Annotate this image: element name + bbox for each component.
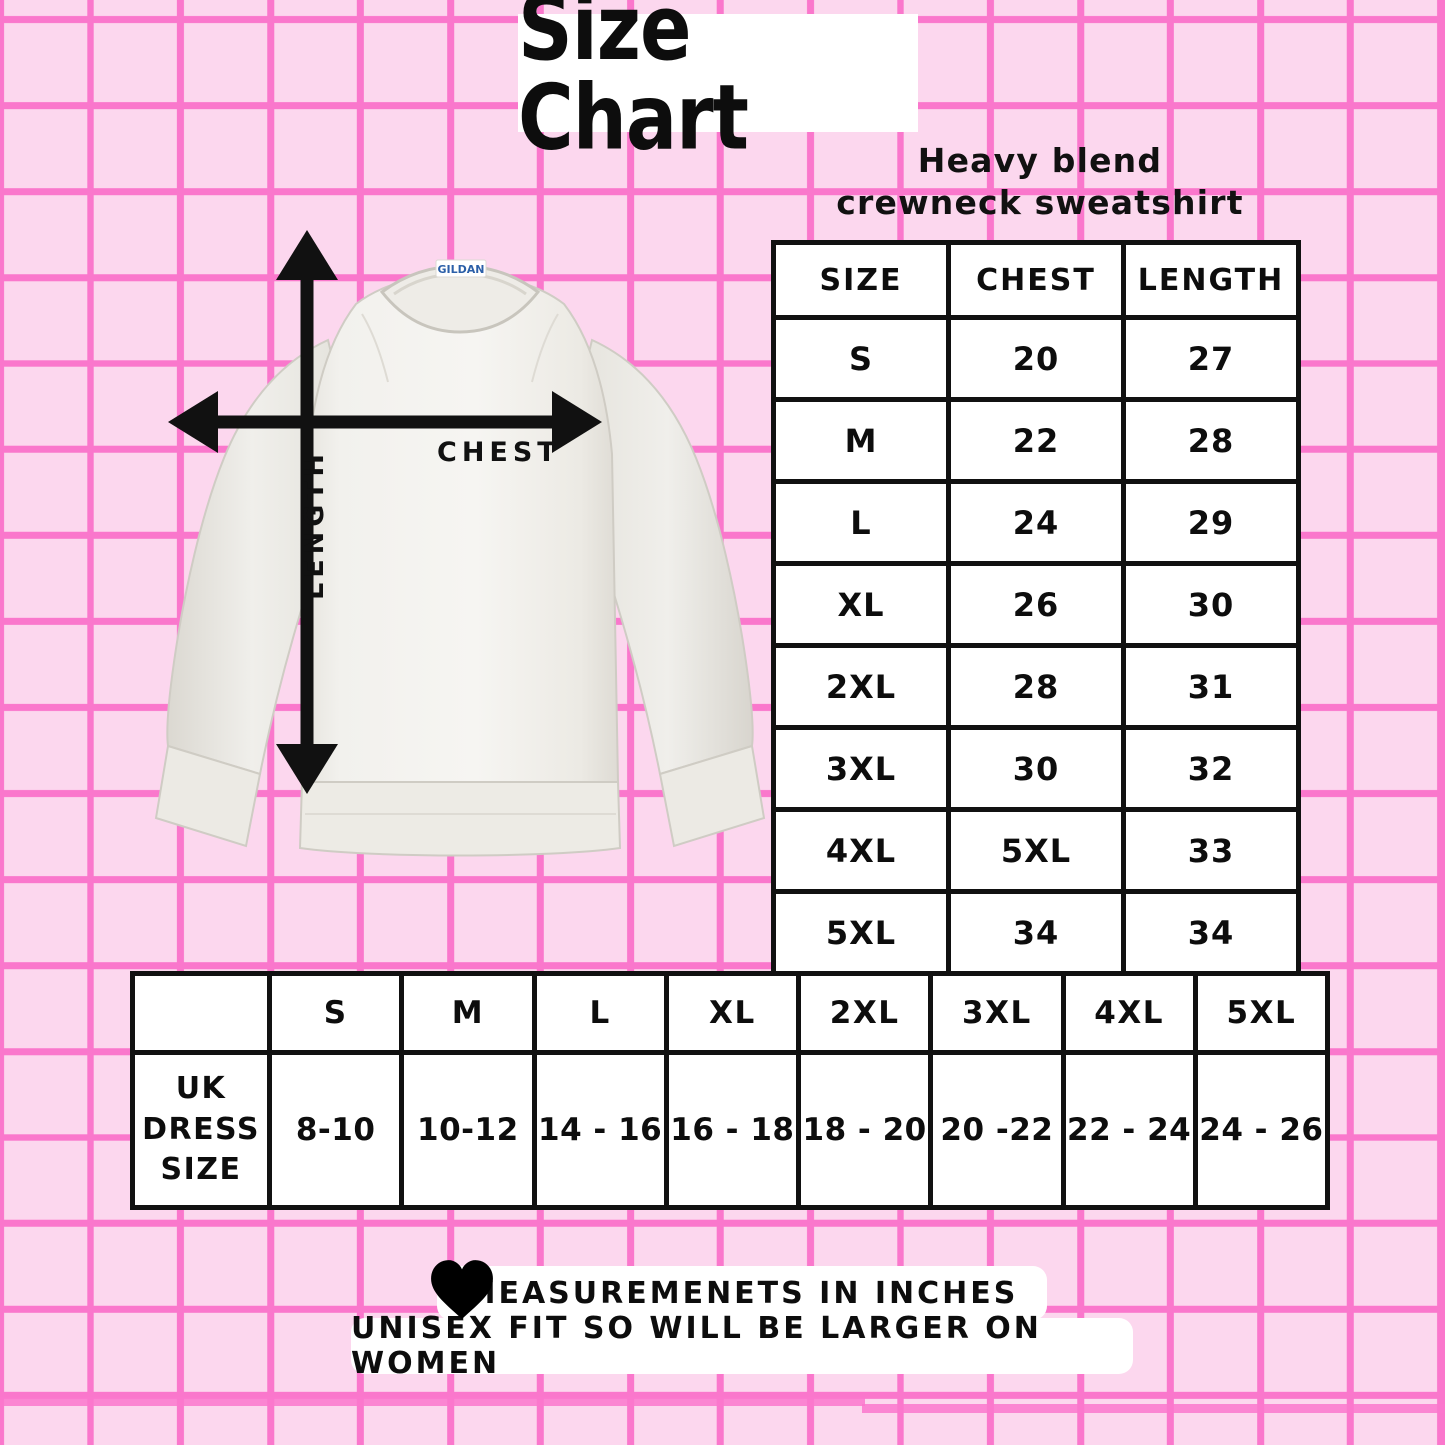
uk-row-label: UK DRESS SIZE xyxy=(130,1050,272,1210)
unisex-fit-note-banner: UNISEX FIT SO WILL BE LARGER ON WOMEN xyxy=(351,1311,1133,1381)
cell-chest: 30 xyxy=(946,725,1126,812)
header-length: LENGTH xyxy=(1121,240,1301,320)
chest-measurement-label: CHEST xyxy=(437,437,561,468)
uk-value-s: 8-10 xyxy=(266,1050,405,1210)
table-row: 2XL 28 31 xyxy=(771,643,1301,730)
product-subtitle: Heavy blend crewneck sweatshirt xyxy=(790,140,1290,224)
subtitle-line-2: crewneck sweatshirt xyxy=(836,183,1244,223)
uk-value-m: 10-12 xyxy=(399,1050,537,1210)
uk-header-3xl: 3XL xyxy=(928,971,1066,1055)
table-row: M 22 28 xyxy=(771,397,1301,484)
measurements-note-text: MEASUREMENETS IN INCHES xyxy=(465,1275,1019,1311)
neck-brand-tag-text: GILDAN xyxy=(438,263,485,276)
table-row: L 24 29 xyxy=(771,479,1301,566)
uk-row-label-line-2: DRESS xyxy=(142,1111,260,1147)
uk-header-2xl: 2XL xyxy=(795,971,934,1055)
length-arrow-head-bottom xyxy=(276,744,338,794)
right-cuff xyxy=(658,744,766,848)
shirt-body xyxy=(300,272,620,783)
length-measurement-label: LENGTH xyxy=(299,449,330,600)
uk-header-row: S M L XL 2XL 3XL 4XL 5XL xyxy=(130,971,1331,1055)
subtitle-line-1: Heavy blend xyxy=(917,141,1163,180)
uk-value-4xl: 22 - 24 xyxy=(1060,1050,1198,1210)
cell-length: 27 xyxy=(1121,315,1301,402)
heart-icon xyxy=(431,1260,493,1319)
chest-arrow-head-left xyxy=(168,391,218,453)
cell-chest: 22 xyxy=(946,397,1126,484)
uk-value-xl: 16 - 18 xyxy=(663,1050,802,1210)
cell-length: 33 xyxy=(1121,807,1301,894)
chest-arrow-head-right xyxy=(552,391,602,453)
cell-size: S xyxy=(771,315,951,402)
measurements-note-banner: MEASUREMENETS IN INCHES xyxy=(437,1266,1047,1320)
measurement-table: SIZE CHEST LENGTH S 20 27 M 22 28 L 24 2… xyxy=(771,240,1301,976)
uk-value-row: UK DRESS SIZE 8-10 10-12 14 - 16 16 - 18… xyxy=(130,1050,1331,1210)
table-row: 5XL 34 34 xyxy=(771,889,1301,976)
title-banner: Size Chart xyxy=(518,0,918,162)
cell-chest: 24 xyxy=(946,479,1126,566)
cell-size: 3XL xyxy=(771,725,951,812)
cell-length: 32 xyxy=(1121,725,1301,812)
header-chest: CHEST xyxy=(946,240,1126,320)
uk-dress-size-table: S M L XL 2XL 3XL 4XL 5XL UK DRESS SIZE 8… xyxy=(130,971,1331,1210)
table-row: 3XL 30 32 xyxy=(771,725,1301,812)
uk-value-5xl: 24 - 26 xyxy=(1192,1050,1331,1210)
cell-chest: 28 xyxy=(946,643,1126,730)
cell-size: 5XL xyxy=(771,889,951,976)
cell-size: 4XL xyxy=(771,807,951,894)
cell-length: 29 xyxy=(1121,479,1301,566)
length-arrow-head-top xyxy=(276,230,338,280)
page-title: Size Chart xyxy=(518,0,749,170)
unisex-fit-note-text: UNISEX FIT SO WILL BE LARGER ON WOMEN xyxy=(351,1311,1042,1381)
cell-chest: 34 xyxy=(946,889,1126,976)
grid-accent-line xyxy=(862,1404,1445,1413)
uk-header-m: M xyxy=(399,971,537,1055)
uk-header-s: S xyxy=(266,971,405,1055)
right-shoulder-seam xyxy=(531,313,559,383)
uk-header-l: L xyxy=(531,971,669,1055)
uk-value-l: 14 - 16 xyxy=(531,1050,669,1210)
cell-chest: 5XL xyxy=(946,807,1126,894)
uk-value-3xl: 20 -22 xyxy=(928,1050,1066,1210)
sweatshirt-svg: GILDAN xyxy=(154,230,766,857)
uk-value-2xl: 18 - 20 xyxy=(795,1050,934,1210)
neck-brand-tag xyxy=(435,259,487,278)
cell-size: M xyxy=(771,397,951,484)
cell-chest: 20 xyxy=(946,315,1126,402)
table-row: 4XL 5XL 33 xyxy=(771,807,1301,894)
cell-length: 30 xyxy=(1121,561,1301,648)
cell-length: 28 xyxy=(1121,397,1301,484)
uk-row-label-line-1: UK xyxy=(175,1071,227,1107)
table-row: XL 26 30 xyxy=(771,561,1301,648)
uk-header-4xl: 4XL xyxy=(1060,971,1198,1055)
cell-size: 2XL xyxy=(771,643,951,730)
cell-length: 31 xyxy=(1121,643,1301,730)
sweatshirt-illustration: GILDAN xyxy=(150,222,770,922)
grid-accent-line xyxy=(0,1397,865,1406)
cell-chest: 26 xyxy=(946,561,1126,648)
uk-header-5xl: 5XL xyxy=(1192,971,1331,1055)
cell-length: 34 xyxy=(1121,889,1301,976)
uk-corner-cell xyxy=(130,971,272,1055)
uk-header-xl: XL xyxy=(663,971,802,1055)
waist-hem xyxy=(298,781,622,857)
cell-size: XL xyxy=(771,561,951,648)
crew-collar xyxy=(379,264,541,334)
left-shoulder-seam xyxy=(361,313,389,383)
cell-size: L xyxy=(771,479,951,566)
uk-row-label-line-3: SIZE xyxy=(160,1152,242,1188)
header-size: SIZE xyxy=(771,240,951,320)
table-header-row: SIZE CHEST LENGTH xyxy=(771,240,1301,320)
table-row: S 20 27 xyxy=(771,315,1301,402)
left-cuff xyxy=(154,744,262,848)
